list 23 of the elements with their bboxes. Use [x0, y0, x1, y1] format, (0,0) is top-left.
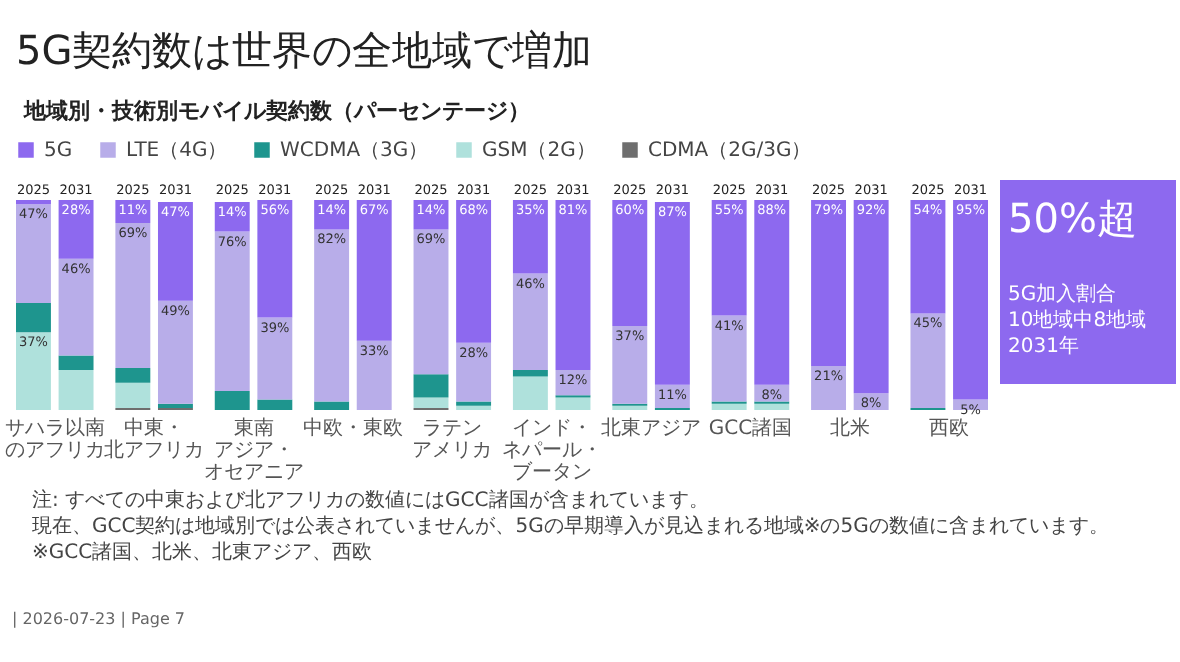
text: 東南アジア・オセアニア — [203, 416, 304, 484]
legend-label: LTE（4G） — [126, 140, 228, 162]
text: GCC諸国 — [708, 416, 793, 440]
legend-label: WCDMA（3G） — [280, 140, 429, 162]
text: 北東アジア — [601, 416, 702, 440]
text: ※GCC諸国、北米、北東アジア、西欧 — [32, 540, 373, 564]
text: 中欧・東欧 — [302, 416, 403, 440]
legend-label: GSM（2G） — [482, 140, 596, 162]
text: 注: すべての中東および北アフリカの数値にはGCC諸国が含まれています。 — [32, 488, 709, 512]
chart-title: 5G契約数は世界の全地域で増加 — [16, 26, 593, 74]
legend-label: 5G — [44, 140, 73, 162]
chart-subtitle: 地域別・技術別モバイル契約数（パーセンテージ） — [22, 98, 530, 124]
text: 北米 — [829, 416, 870, 440]
text: 50%超 — [1008, 194, 1137, 242]
text: サハラ以南のアフリカ — [4, 416, 105, 462]
text: インド・ネパール・ブータン — [501, 418, 602, 484]
text: 中東・北アフリカ — [104, 416, 205, 462]
text: 5G加入割合 10地域中8地域 2031年 — [1008, 282, 1147, 358]
text: ラテンアメリカ — [412, 418, 493, 462]
text: 西欧 — [929, 418, 970, 440]
legend-label: CDMA（2G/3G） — [648, 140, 812, 162]
text: | 2026-07-23 | Page 7 — [12, 610, 186, 628]
text: 現在、GCC契約は地域別では公表されていませんが、5Gの早期導入が見込まれる地域※の5Gの数値に含まれています。 — [32, 514, 1109, 538]
